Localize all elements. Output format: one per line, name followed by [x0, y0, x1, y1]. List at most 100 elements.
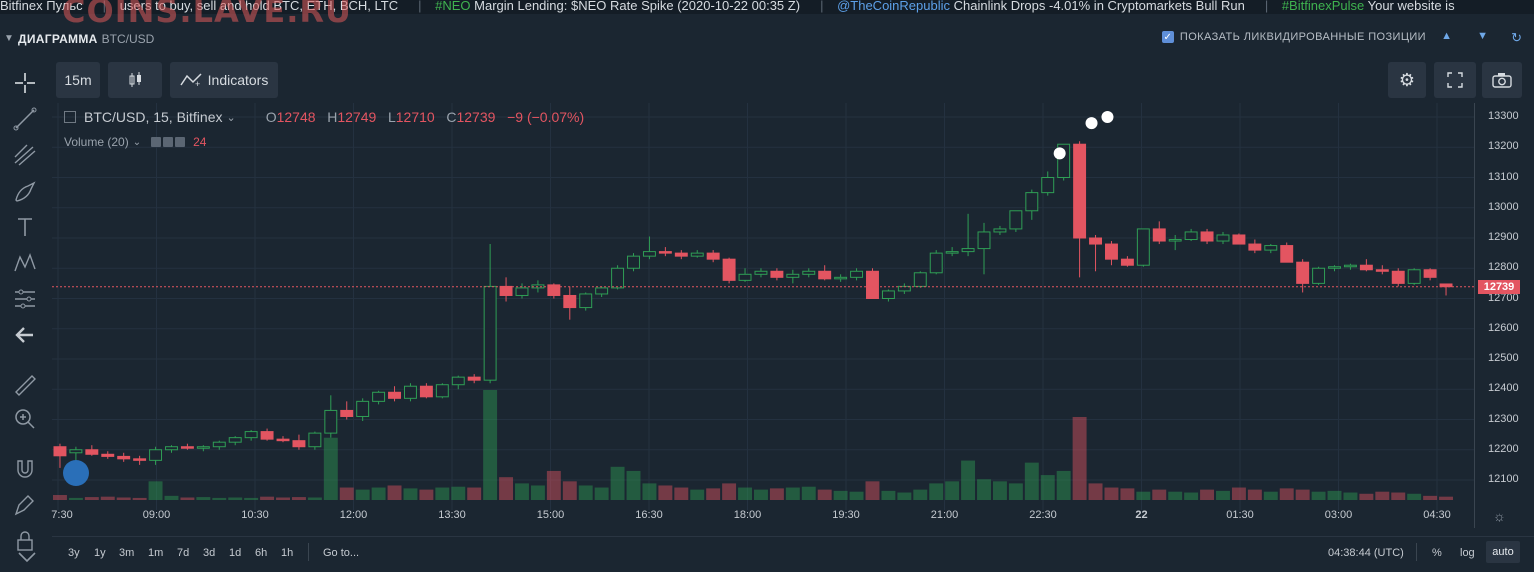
- collapse-legend-icon[interactable]: [64, 111, 76, 123]
- arrow-up-icon[interactable]: ▲: [1441, 30, 1452, 42]
- panel-pair: BTC/USD: [101, 32, 155, 46]
- indicators-button[interactable]: + Indicators: [170, 62, 278, 98]
- ticker-item[interactable]: Bitfinex Пульс: [0, 0, 83, 13]
- fullscreen-button[interactable]: [1434, 62, 1476, 98]
- lock-icon[interactable]: [12, 528, 38, 554]
- refresh-icon[interactable]: ↻: [1511, 30, 1522, 45]
- volume-bar: [1104, 487, 1119, 500]
- volume-bar: [196, 497, 211, 500]
- zoom-in-icon[interactable]: [12, 406, 38, 432]
- brush-icon[interactable]: [12, 178, 38, 204]
- candle-down: [1296, 261, 1310, 284]
- candlestick-chart[interactable]: [52, 103, 1474, 528]
- utc-clock[interactable]: 04:38:44 (UTC): [1328, 547, 1404, 559]
- volume-bar: [817, 489, 832, 500]
- time-axis[interactable]: 7:30 09:00 10:30 12:00 13:30 15:00 16:30 18:00 1…: [51, 509, 1474, 527]
- candle-down: [818, 270, 832, 280]
- news-ticker[interactable]: Bitfinex Пульс | users to buy, sell and h…: [0, 0, 1534, 14]
- screenshot-button[interactable]: [1482, 62, 1522, 98]
- volume-value: 24: [193, 135, 207, 149]
- chevron-down-icon[interactable]: [14, 544, 40, 570]
- volume-bar: [1056, 470, 1071, 500]
- drawing-tools-sidebar: [0, 60, 52, 572]
- range-1d[interactable]: 1d: [229, 547, 242, 559]
- volume-bar: [1200, 489, 1215, 500]
- ticker-item[interactable]: #BitfinexPulse Your website is: [1281, 0, 1455, 13]
- candle-up: [1184, 231, 1198, 241]
- candle-up: [1057, 143, 1071, 178]
- chevron-down-icon[interactable]: ⌄: [226, 111, 236, 124]
- time-tick: 7:30: [51, 509, 73, 521]
- volume-bar: [132, 497, 147, 500]
- chevron-down-icon[interactable]: ▼: [4, 33, 14, 44]
- arrow-down-icon[interactable]: ▼: [1477, 30, 1488, 42]
- ticker-item[interactable]: #NEO Margin Lending: $NEO Rate Spike (20…: [435, 0, 801, 13]
- time-tick: 15:00: [536, 509, 565, 521]
- range-1m[interactable]: 1m: [148, 547, 164, 559]
- crosshair-icon[interactable]: [12, 70, 38, 96]
- ticker-item[interactable]: users to buy, sell and hold BTC, ETH, BC…: [119, 0, 399, 13]
- fib-icon[interactable]: [12, 286, 38, 312]
- range-3y[interactable]: 3y: [68, 547, 80, 559]
- ruler-icon[interactable]: [12, 372, 38, 398]
- range-7d[interactable]: 7d: [177, 547, 190, 559]
- auto-scale-toggle[interactable]: auto: [1486, 541, 1520, 563]
- volume-bar: [738, 487, 752, 500]
- range-3d[interactable]: 3d: [203, 547, 216, 559]
- price-tick: 12600: [1488, 321, 1519, 334]
- candle-down: [499, 285, 513, 296]
- candle-up: [642, 251, 656, 257]
- checkbox-icon[interactable]: ✓: [1161, 31, 1174, 43]
- volume-bar: [435, 487, 450, 500]
- candle-up: [850, 270, 864, 278]
- pencil-lock-icon[interactable]: [12, 492, 38, 518]
- log-toggle[interactable]: log: [1460, 547, 1475, 559]
- settings-icon[interactable]: ☼: [1493, 508, 1506, 524]
- show-liquidated-toggle[interactable]: ✓ ПОКАЗАТЬ ЛИКВИДИРОВАННЫЕ ПОЗИЦИИ: [1161, 31, 1426, 43]
- pattern-icon[interactable]: [12, 250, 38, 276]
- candle-up: [977, 231, 991, 250]
- candle-up: [1168, 239, 1182, 242]
- ticker-item[interactable]: @TheCoinRepublic Chainlink Drops -4.01% …: [837, 0, 1245, 13]
- settings-button[interactable]: ⚙: [1388, 62, 1426, 98]
- text-icon[interactable]: [12, 214, 38, 240]
- settings-mini-icon[interactable]: [163, 137, 174, 147]
- candle-up: [324, 409, 338, 434]
- magnet-icon[interactable]: [12, 456, 38, 482]
- candle-down: [866, 270, 879, 299]
- svg-text:+: +: [195, 79, 200, 87]
- volume-bar: [754, 489, 768, 500]
- pitchfork-icon[interactable]: [12, 142, 38, 168]
- volume-bar: [1120, 488, 1135, 500]
- percent-toggle[interactable]: %: [1432, 547, 1442, 559]
- volume-bar: [626, 470, 641, 500]
- interval-button[interactable]: 15m: [56, 62, 100, 98]
- goto-button[interactable]: Go to...: [323, 547, 360, 559]
- range-1h[interactable]: 1h: [281, 547, 294, 559]
- range-6h[interactable]: 6h: [255, 547, 268, 559]
- volume-controls[interactable]: [151, 137, 187, 147]
- price-axis[interactable]: 13300 13200 13100 13000 12900 12800 12700 12600…: [1474, 103, 1534, 528]
- arrow-left-icon[interactable]: [12, 322, 38, 348]
- volume-bar: [467, 487, 482, 500]
- eye-icon[interactable]: [151, 137, 162, 147]
- candle-up: [579, 293, 593, 309]
- range-1y[interactable]: 1y: [94, 547, 106, 559]
- price-tick: 12500: [1488, 352, 1519, 364]
- range-3m[interactable]: 3m: [119, 547, 135, 559]
- volume-bar: [84, 497, 99, 500]
- indicators-label: Indicators: [207, 72, 269, 88]
- volume-bar: [1088, 483, 1103, 500]
- volume-bar: [769, 488, 784, 500]
- close-icon[interactable]: [175, 137, 186, 147]
- symbol-label[interactable]: BTC/USD, 15, Bitfinex: [84, 109, 223, 125]
- volume-bar: [1343, 492, 1358, 500]
- volume-bar: [658, 485, 673, 500]
- volume-label[interactable]: Volume (20): [64, 135, 129, 149]
- chart-type-button[interactable]: [108, 62, 162, 98]
- volume-bar: [276, 497, 290, 500]
- chevron-down-icon[interactable]: ⌄: [132, 136, 142, 148]
- trend-line-icon[interactable]: [12, 106, 38, 132]
- volume-bar: [1168, 491, 1183, 500]
- candle-down: [117, 455, 131, 460]
